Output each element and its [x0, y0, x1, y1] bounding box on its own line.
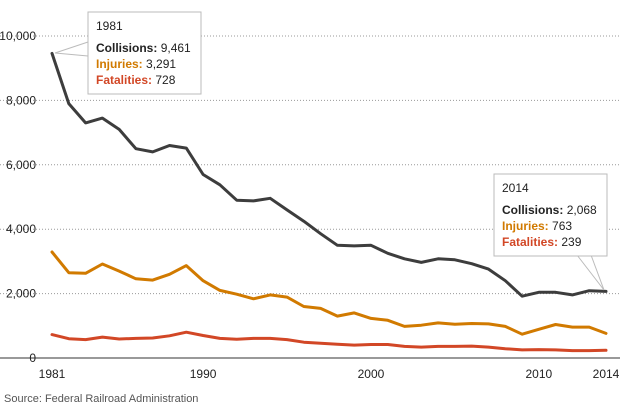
callout-2014-collisions-value: 2,068	[567, 203, 597, 217]
callout-1981-box	[87, 11, 202, 95]
y-tick-label-6000: 6,000	[6, 158, 36, 172]
callout-1981-collisions-value: 9,461	[161, 41, 191, 55]
callout-2014-fatalities-value: 239	[561, 235, 581, 249]
y-tick-label-4000: 4,000	[6, 222, 36, 236]
callout-1981-collisions: Collisions: 9,461	[96, 41, 191, 55]
y-tick-label-0: 0	[29, 351, 36, 365]
callout-1981-fatalities-label: Fatalities:	[96, 73, 152, 87]
line-chart: 0 2,000 4,000 6,000 8,000 10,000 1981 1990 2000…	[0, 11, 620, 381]
callout-1981-pointer	[54, 41, 89, 54]
callout-2014-injuries: Injuries: 763	[502, 219, 572, 233]
x-axis: 1981 1990 2000 2010 2014	[39, 367, 620, 381]
callout-1981-pointer-lower	[54, 52, 89, 57]
callout-2014-pointer-side	[590, 254, 605, 291]
callout-2014: 2014 Collisions: 2,068 Injuries: 763 Fat…	[493, 173, 608, 291]
callout-2014-injuries-label: Injuries:	[502, 219, 549, 233]
callout-2014-box	[493, 173, 608, 257]
callout-2014-collisions-label: Collisions:	[502, 203, 563, 217]
y-tick-label-2000: 2,000	[6, 287, 36, 301]
callout-2014-fatalities: Fatalities: 239	[502, 235, 582, 249]
callout-1981-injuries: Injuries: 3,291	[96, 57, 176, 71]
callout-2014-year: 2014	[502, 181, 529, 195]
y-axis: 0 2,000 4,000 6,000 8,000 10,000	[0, 29, 36, 365]
callout-2014-pointer	[576, 254, 605, 291]
callout-2014-injuries-value: 763	[552, 219, 572, 233]
callout-1981-injuries-label: Injuries:	[96, 57, 143, 71]
x-tick-label-1990: 1990	[190, 367, 217, 381]
callout-1981-fatalities-value: 728	[155, 73, 175, 87]
y-tick-label-10000: 10,000	[0, 29, 36, 43]
x-tick-label-2014: 2014	[593, 367, 620, 381]
callout-2014-fatalities-label: Fatalities:	[502, 235, 558, 249]
y-tick-label-8000: 8,000	[6, 93, 36, 107]
callout-1981-collisions-label: Collisions:	[96, 41, 157, 55]
series-line-fatalities	[50, 330, 608, 353]
x-tick-label-2000: 2000	[358, 367, 385, 381]
series-line-collisions	[50, 51, 608, 298]
series-lines	[50, 51, 608, 353]
callout-2014-collisions: Collisions: 2,068	[502, 203, 597, 217]
x-tick-label-2010: 2010	[525, 367, 552, 381]
callout-1981: 1981 Collisions: 9,461 Injuries: 3,291 F…	[54, 11, 202, 95]
callout-1981-year: 1981	[96, 19, 123, 33]
series-line-injuries	[50, 250, 608, 336]
source-note: Source: Federal Railroad Administration	[4, 393, 199, 405]
x-tick-label-1981: 1981	[39, 367, 66, 381]
callout-1981-injuries-value: 3,291	[146, 57, 176, 71]
callout-1981-fatalities: Fatalities: 728	[96, 73, 176, 87]
